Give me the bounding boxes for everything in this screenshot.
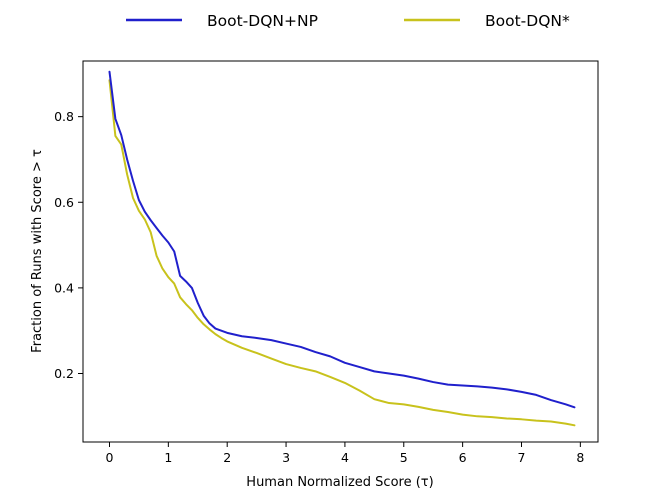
x-tick-label: 4 [341,450,349,465]
legend: Boot-DQN+NP Boot-DQN* [126,12,570,30]
plot-area-frame [82,60,599,443]
x-tick-label: 1 [164,450,172,465]
y-tick-label: 0.8 [54,109,74,124]
x-tick-label: 6 [459,450,467,465]
x-tick-label: 5 [400,450,408,465]
series-group [108,70,576,427]
y-tick-label: 0.4 [54,280,74,295]
series-line-boot-dqn-star [108,79,576,427]
x-tick-label: 3 [282,450,290,465]
y-tick-label: 0.6 [54,195,74,210]
x-axis-label: Human Normalized Score (τ) [246,475,433,490]
y-tick-label: 0.2 [54,366,74,381]
legend-label-boot-dqn-star: Boot-DQN* [485,12,570,30]
x-tick-label: 0 [106,450,114,465]
y-axis-ticks: 0.2 0.4 0.6 0.8 [54,109,83,381]
legend-label-boot-dqn-np: Boot-DQN+NP [207,12,318,30]
x-axis-ticks: 0 1 2 3 4 5 6 7 8 [106,442,584,465]
series-line-boot-dqn-np [108,70,576,409]
x-tick-label: 2 [223,450,231,465]
x-tick-label: 7 [518,450,526,465]
x-tick-label: 8 [576,450,584,465]
y-axis-label: Fraction of Runs with Score > τ [30,149,45,353]
